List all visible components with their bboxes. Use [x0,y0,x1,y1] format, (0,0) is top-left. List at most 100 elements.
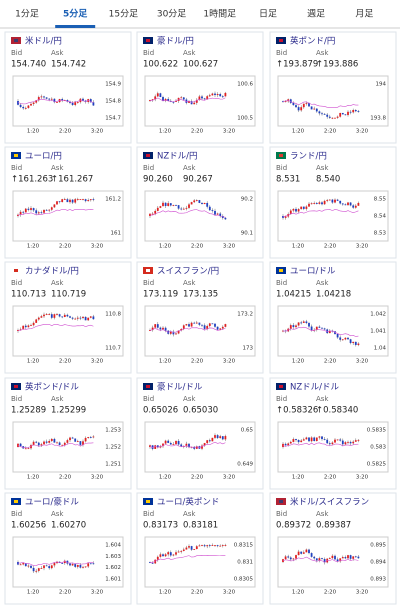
tab-bar [0,0,400,28]
ask-value: ↑161.267 [51,175,93,185]
candle-body [40,212,43,214]
candle-body [84,316,87,321]
candle-body [159,93,162,98]
bid-value: 1.25289 [11,406,46,416]
candle-body [24,107,27,109]
candle-body [331,117,334,119]
candle-body [180,444,183,447]
x-tick-label: 3:20 [356,359,369,365]
candle-body [208,440,211,442]
candle-body [216,213,219,215]
ask-label: Ask [316,164,329,172]
candle-body [224,545,227,546]
candle-body [221,436,224,440]
candle-body [185,324,188,326]
y-tick-label: 161 [111,231,122,237]
candle-body [284,556,287,560]
bid-value: 0.89372 [276,521,311,531]
candle-body [334,439,336,443]
y-tick-label: 1.041 [370,329,386,335]
tab-active-underline [55,25,96,28]
candle-body [30,565,32,568]
x-tick-label: 1:20 [292,129,305,135]
tab-label[interactable]: 15分足 [109,9,138,20]
candle-body [89,99,92,103]
ask-value: ↑193.886 [316,60,358,70]
tab-label[interactable]: 30分足 [157,9,186,20]
bid-value: ↑193.879 [276,60,318,70]
candle-body [313,437,316,442]
flag-mark [146,154,150,157]
candle-body [164,202,167,206]
candle-body [71,564,74,566]
candle-body [172,205,175,206]
candle-body [190,546,193,550]
candle-body [201,445,203,449]
candle-body [37,97,40,101]
tab-label[interactable]: 日足 [259,9,277,20]
candle-body [50,438,53,441]
ask-value: ↑0.58340 [316,406,358,416]
candle-body [76,564,79,567]
bid-value: 100.622 [143,60,178,70]
candle-body [66,100,69,102]
candle-body [48,314,51,315]
flag-mark [146,39,150,42]
candle-body [297,439,300,443]
y-tick-label: 0.894 [370,560,386,566]
moving-average [17,323,94,331]
candle-body [292,102,295,106]
candle-body [22,106,25,109]
candle-body [61,444,64,446]
candle-body [295,208,297,212]
ask-value: 110.719 [51,290,86,300]
tab-label[interactable]: 週足 [307,9,325,20]
moving-average [149,554,226,563]
candle-body [66,440,69,443]
candle-body [214,210,216,215]
candle-body [63,560,66,564]
candle-body [74,102,77,105]
candle-body [61,316,64,318]
candle-body [66,199,69,203]
bid-value: 154.740 [11,60,46,70]
candle-body [224,92,227,97]
bid-label: Bid [11,279,22,287]
x-tick-label: 3:20 [91,129,104,135]
x-tick-label: 1:20 [27,590,40,596]
tab-label[interactable]: 5分足 [63,8,88,20]
candle-body [203,202,206,205]
candle-body [58,201,61,203]
tab-label[interactable]: 1時間足 [203,9,236,20]
candle-body [354,341,357,345]
candle-body [300,551,303,554]
ask-label: Ask [51,49,64,57]
candle-body [27,325,30,328]
tab-label[interactable]: 月足 [355,9,373,20]
bid-value: ↑0.58326 [276,406,318,416]
tab-label[interactable]: 1分足 [15,9,39,20]
candle-body [19,564,22,566]
candle-body [175,205,177,206]
candle-body [61,98,64,101]
candle-body [297,209,300,212]
candle-body [169,442,172,445]
candle-body [336,116,339,118]
candle-body [323,113,326,115]
moving-average [149,441,226,449]
